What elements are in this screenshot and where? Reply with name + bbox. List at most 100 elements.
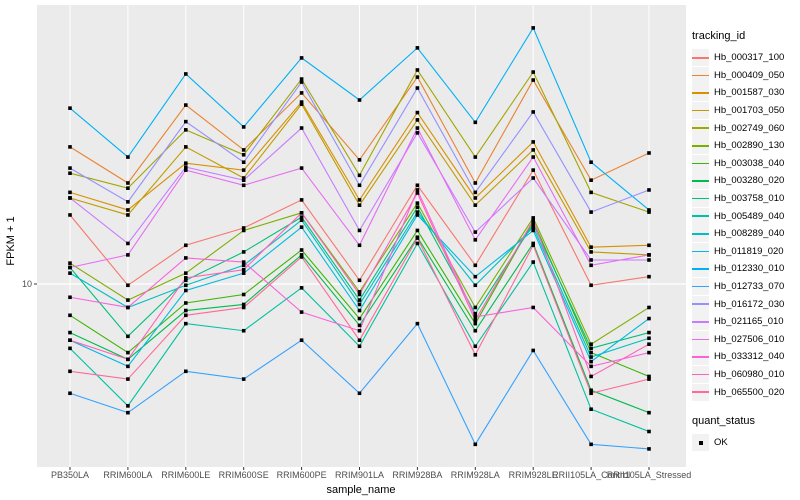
color-line-key-icon [692, 190, 709, 208]
color-line-key-icon [692, 137, 709, 155]
data-point [531, 176, 535, 180]
data-point [184, 283, 188, 288]
data-point [241, 267, 246, 272]
legend-item-Hb_033312_040: Hb_033312_040 [692, 348, 798, 366]
black-square-key-icon [692, 434, 709, 452]
data-point [357, 328, 362, 333]
data-point [415, 183, 420, 188]
data-point [126, 334, 130, 339]
data-point [184, 145, 188, 149]
data-point [415, 228, 420, 233]
data-point [589, 391, 593, 396]
data-point [299, 100, 304, 104]
data-point [647, 188, 651, 192]
x-tick-label-RRIM928BA: RRIM928BA [392, 470, 443, 480]
color-line-key-icon [692, 260, 709, 278]
data-point [357, 289, 362, 294]
data-point [473, 120, 478, 125]
data-point [184, 278, 188, 283]
data-point [473, 315, 478, 319]
legend-title-quant-status: quant_status [692, 414, 755, 427]
data-point [241, 271, 246, 275]
data-point [415, 191, 420, 195]
data-point [299, 80, 304, 84]
data-point [184, 119, 188, 124]
data-point [589, 442, 593, 447]
data-point [589, 374, 593, 379]
data-point [126, 181, 130, 185]
data-point [299, 166, 304, 170]
data-point [589, 250, 593, 254]
data-point [126, 305, 130, 310]
color-line-key-icon [692, 172, 709, 190]
data-point [184, 243, 188, 248]
data-point [647, 316, 651, 321]
data-point [415, 321, 420, 326]
data-point [68, 338, 72, 343]
legend-item-label: Hb_027506_010 [714, 333, 785, 345]
data-point [126, 186, 130, 190]
data-point [299, 338, 304, 343]
data-point [357, 338, 362, 343]
legend-item-label: Hb_001587_030 [714, 87, 785, 99]
data-point [531, 110, 535, 114]
data-point [68, 369, 72, 374]
legend-item-label: Hb_003280_020 [714, 175, 785, 187]
data-point [299, 77, 304, 81]
x-tick-label-RRII105LA_Stressed: RRII105LA_Stressed [606, 470, 692, 480]
color-line-key-icon [692, 313, 709, 331]
legend-item-Hb_001587_030: Hb_001587_030 [692, 84, 798, 102]
data-point [357, 173, 362, 178]
legend-item-Hb_011819_020: Hb_011819_020 [692, 242, 798, 261]
legend: tracking_id Hb_000317_100 Hb_000409_050 Hb… [692, 0, 798, 452]
data-point [126, 213, 130, 217]
y-axis-title: FPKM + 1 [5, 216, 17, 266]
legend-item-label: OK [714, 437, 728, 449]
data-point [531, 243, 535, 248]
legend-item-label: Hb_012733_070 [714, 281, 785, 293]
data-point [184, 72, 188, 76]
legend-item-label: Hb_005489_040 [714, 210, 785, 222]
data-point [589, 346, 593, 351]
data-point [241, 226, 246, 230]
data-point [473, 274, 478, 279]
legend-item-Hb_002749_060: Hb_002749_060 [692, 119, 798, 137]
color-line-key-icon [692, 49, 709, 67]
data-point [531, 305, 535, 310]
data-point [68, 166, 72, 170]
data-point [126, 350, 130, 355]
data-point [126, 241, 130, 246]
data-point [589, 245, 593, 249]
data-point [68, 190, 72, 195]
x-tick-label-RRIM600LE: RRIM600LE [161, 470, 211, 480]
data-point [184, 128, 188, 132]
legend-item-Hb_003758_010: Hb_003758_010 [692, 190, 798, 208]
data-point [589, 388, 593, 393]
data-point [241, 260, 246, 264]
data-point [357, 323, 362, 328]
data-point [126, 410, 130, 415]
data-point [589, 350, 593, 355]
data-point [415, 201, 420, 205]
legend-item-Hb_065500_020: Hb_065500_020 [692, 383, 798, 401]
data-point [241, 178, 246, 182]
data-point [184, 271, 188, 275]
data-point [299, 286, 304, 290]
data-point [357, 228, 362, 233]
legend-item-ok: OK [692, 434, 798, 452]
data-point [531, 260, 535, 264]
data-point [647, 305, 651, 310]
data-point [299, 56, 304, 60]
x-tick-label-RRIM600PE: RRIM600PE [276, 470, 327, 480]
data-point [68, 265, 72, 270]
data-point [241, 125, 246, 129]
color-line-key-icon [692, 242, 709, 260]
data-point [473, 238, 478, 242]
data-point [184, 276, 188, 280]
data-point [647, 274, 651, 279]
data-point [357, 391, 362, 396]
data-point [126, 357, 130, 362]
data-point [241, 292, 246, 297]
data-point [415, 126, 420, 130]
data-point [531, 148, 535, 152]
